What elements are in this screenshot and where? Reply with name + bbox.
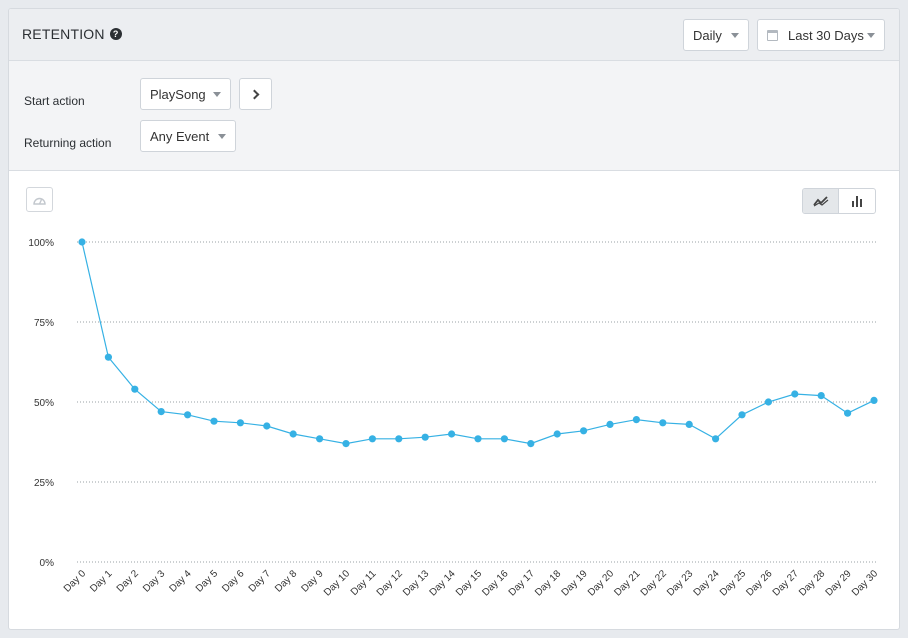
data-point[interactable] — [131, 385, 139, 393]
data-point[interactable] — [606, 420, 614, 428]
data-point[interactable] — [342, 440, 350, 448]
data-point[interactable] — [157, 408, 165, 416]
data-point[interactable] — [764, 398, 773, 406]
x-tick-label: Day 22 — [639, 568, 669, 598]
x-tick-label: Day 26 — [744, 568, 774, 598]
retention-chart: 100%75%50%25%0% Day 0 Day 1 Day 2 Day 3 Day … — [28, 238, 880, 599]
x-tick-label: Day 24 — [692, 568, 722, 598]
x-tick-label: Day 14 — [428, 568, 458, 598]
data-point[interactable] — [236, 419, 244, 427]
panel-title-text: RETENTION — [22, 26, 105, 42]
x-tick-label: Day 27 — [771, 568, 801, 598]
y-tick-label: 100% — [28, 238, 54, 249]
panel-header: RETENTION ? Daily Last 30 Days — [9, 9, 899, 61]
line-chart-button[interactable] — [803, 189, 840, 213]
start-action-dropdown[interactable]: PlaySong — [140, 78, 231, 110]
bar-chart-icon — [852, 196, 862, 207]
data-point[interactable] — [527, 440, 535, 448]
x-tick-label: Day 7 — [247, 568, 274, 595]
y-tick-label: 25% — [34, 478, 54, 489]
chevron-down-icon — [731, 33, 739, 38]
data-point[interactable] — [210, 417, 218, 425]
x-tick-label: Day 16 — [480, 568, 510, 598]
x-tick-label: Day 17 — [507, 568, 537, 598]
returning-action-label: Returning action — [24, 136, 112, 150]
data-point[interactable] — [817, 392, 825, 400]
data-point[interactable] — [632, 416, 641, 424]
x-tick-label: Day 29 — [824, 568, 854, 598]
data-point[interactable] — [870, 396, 878, 404]
returning-action-value: Any Event — [150, 128, 210, 144]
x-tick-label: Day 12 — [375, 568, 405, 598]
data-point[interactable] — [368, 435, 376, 443]
interval-value: Daily — [693, 27, 722, 43]
data-point[interactable] — [421, 433, 429, 441]
x-tick-label: Day 15 — [454, 568, 484, 598]
data-point[interactable] — [448, 430, 456, 438]
data-point[interactable] — [104, 353, 112, 361]
x-tick-label: Day 4 — [167, 568, 194, 595]
calendar-icon — [767, 29, 778, 41]
data-point[interactable] — [712, 435, 720, 443]
x-tick-label: Day 11 — [349, 568, 379, 598]
help-icon[interactable]: ? — [109, 28, 122, 40]
data-point[interactable] — [316, 435, 324, 443]
data-point[interactable] — [500, 435, 508, 443]
data-point[interactable] — [791, 390, 799, 398]
y-tick-label: 50% — [34, 398, 54, 409]
data-point[interactable] — [553, 430, 561, 438]
data-point[interactable] — [844, 409, 852, 417]
y-tick-label: 0% — [40, 558, 55, 569]
panel-title: RETENTION ? — [22, 26, 122, 42]
data-point[interactable] — [78, 238, 86, 246]
x-tick-label: Day 19 — [560, 568, 590, 598]
x-tick-label: Day 2 — [115, 568, 142, 595]
retention-panel: RETENTION ? Daily Last 30 Days Start act… — [8, 8, 900, 630]
data-point[interactable] — [685, 420, 693, 428]
date-range-dropdown[interactable]: Last 30 Days — [757, 19, 885, 51]
data-point[interactable] — [289, 430, 297, 438]
reset-zoom-button[interactable] — [26, 187, 53, 212]
start-action-label: Start action — [24, 94, 85, 108]
y-tick-label: 75% — [34, 318, 54, 329]
chevron-down-icon — [867, 33, 875, 38]
x-tick-label: Day 30 — [850, 568, 880, 598]
date-range-value: Last 30 Days — [788, 27, 864, 43]
x-tick-label: Day 28 — [797, 568, 827, 598]
bar-chart-button[interactable] — [839, 189, 875, 213]
x-tick-label: Day 25 — [718, 568, 748, 598]
x-tick-label: Day 6 — [220, 568, 247, 595]
chevron-down-icon — [213, 92, 221, 97]
x-tick-label: Day 8 — [273, 568, 300, 595]
data-point[interactable] — [395, 435, 403, 443]
x-tick-label: Day 21 — [612, 568, 642, 598]
data-point[interactable] — [474, 435, 482, 443]
x-tick-label: Day 5 — [194, 568, 221, 595]
data-point[interactable] — [659, 419, 667, 427]
x-tick-label: Day 23 — [665, 568, 695, 598]
x-tick-label: Day 3 — [141, 568, 168, 595]
data-point[interactable] — [580, 427, 588, 435]
chevron-down-icon — [218, 134, 226, 139]
returning-action-dropdown[interactable]: Any Event — [140, 120, 236, 152]
retention-series-line — [81, 241, 875, 445]
start-action-value: PlaySong — [150, 86, 206, 102]
line-chart-icon — [812, 196, 828, 207]
interval-dropdown[interactable]: Daily — [683, 19, 749, 51]
x-tick-label: Day 10 — [322, 568, 352, 598]
chevron-right-icon — [249, 89, 259, 99]
x-tick-label: Day 0 — [62, 568, 89, 595]
data-point[interactable] — [263, 422, 271, 430]
dashboard-icon — [33, 197, 46, 205]
x-tick-label: Day 18 — [533, 568, 563, 598]
x-tick-label: Day 13 — [401, 568, 431, 598]
next-button[interactable] — [239, 78, 272, 110]
data-point[interactable] — [738, 411, 746, 419]
controls-section: Start action PlaySong Returning action A… — [9, 61, 899, 171]
x-tick-label: Day 1 — [88, 568, 115, 595]
x-tick-label: Day 20 — [586, 568, 616, 598]
data-point[interactable] — [184, 411, 192, 419]
chart-type-toggle — [802, 188, 876, 214]
